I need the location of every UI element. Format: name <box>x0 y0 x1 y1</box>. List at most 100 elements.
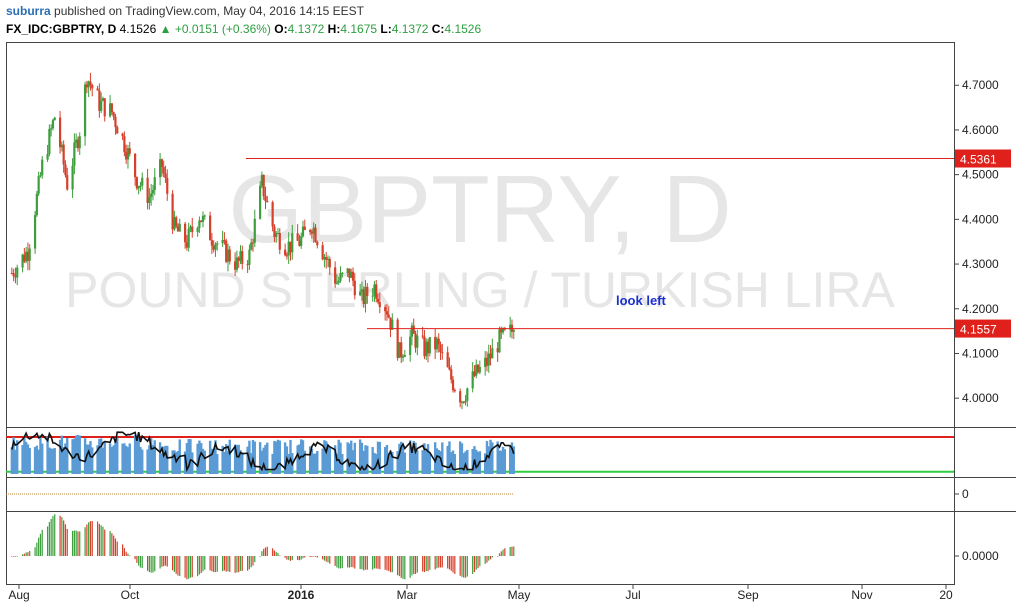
macd-bar <box>75 530 77 556</box>
macd-bar <box>339 556 342 569</box>
volume-bar <box>348 443 351 474</box>
volume-bar <box>428 452 432 474</box>
macd-bar <box>25 552 27 556</box>
macd-bar <box>125 551 127 556</box>
volume-bar <box>66 438 69 474</box>
candle <box>337 276 340 286</box>
volume-bar <box>264 444 267 474</box>
volume-bar <box>10 447 14 474</box>
macd-bar <box>150 556 152 573</box>
volume-bar <box>48 447 51 474</box>
candle <box>335 274 339 285</box>
volume-bar <box>233 444 237 474</box>
macd-bar <box>21 554 24 556</box>
macd-bar <box>329 556 331 564</box>
candle <box>473 365 476 378</box>
macd-bar <box>227 556 229 572</box>
candle <box>378 292 381 314</box>
volume-bar <box>24 441 28 474</box>
volume-bar <box>510 442 514 474</box>
candle <box>475 359 478 379</box>
macd-bar <box>102 526 104 556</box>
candle <box>137 185 140 195</box>
macd-bar <box>441 556 443 568</box>
candle <box>214 242 217 257</box>
volume-bar <box>158 442 162 474</box>
macd-bar <box>77 531 79 556</box>
volume-bar <box>321 448 324 474</box>
volume-bar <box>237 444 240 474</box>
macd-bar <box>186 556 188 580</box>
volume-bar <box>373 452 376 474</box>
macd-bar <box>350 556 352 568</box>
volume-bar <box>246 446 249 474</box>
macd-bar <box>100 525 102 556</box>
volume-bar <box>23 435 26 474</box>
macd-bar <box>113 535 115 556</box>
candle <box>384 304 387 321</box>
macd-bar <box>284 556 286 558</box>
ohlc-legend: FX_IDC:GBPTRY, D 4.1526 ▲ +0.0151 (+0.36… <box>6 22 481 36</box>
candle <box>298 234 301 247</box>
macd-bar <box>91 521 93 556</box>
macd-bar <box>214 556 217 573</box>
volume-bar <box>162 446 165 474</box>
macd-bar <box>225 556 227 572</box>
volume-bar <box>491 442 494 474</box>
volume-bar <box>466 449 469 474</box>
volume-bar <box>489 439 492 474</box>
volume-bar <box>366 445 369 474</box>
macd-bar <box>272 548 274 556</box>
low-label: L: <box>380 22 392 36</box>
macd-bar <box>202 556 204 572</box>
volume-bar <box>128 443 131 474</box>
volume-bar <box>496 441 499 474</box>
macd-bar <box>491 556 493 558</box>
candle <box>39 172 42 178</box>
volume-bar <box>241 452 244 474</box>
macd-bar <box>263 548 265 556</box>
macd-bar <box>223 556 226 571</box>
time-tick-label: Nov <box>851 588 872 602</box>
volume-bar <box>148 445 151 474</box>
volume-bar <box>364 445 367 474</box>
volume-bar <box>235 444 239 474</box>
macd-bar <box>134 556 136 560</box>
price-axis[interactable]: 4.7000 4.6000 4.5000 4.4000 4.3000 4.2000 4.10… <box>954 78 999 405</box>
candle <box>414 330 417 353</box>
macd-bar <box>322 556 324 560</box>
volume-bar <box>421 450 424 474</box>
macd-bar <box>414 556 417 574</box>
publisher-name[interactable]: suburra <box>6 4 51 18</box>
volume-bar <box>223 451 226 474</box>
macd-bar <box>154 556 156 572</box>
candle <box>248 244 251 270</box>
look-left-annotation[interactable]: look left <box>616 293 667 308</box>
macd-bar <box>273 550 276 556</box>
candle <box>150 183 153 206</box>
volume-bar <box>412 441 415 474</box>
candle <box>460 400 464 410</box>
candle <box>128 141 131 157</box>
macd-bar <box>23 553 25 556</box>
candle <box>450 365 453 384</box>
macd-histogram-pane: 0.0000 <box>11 514 999 580</box>
candle <box>176 223 180 232</box>
volume-bar <box>391 451 394 474</box>
candle <box>112 111 115 121</box>
price-tick-label: 4.4000 <box>962 212 999 226</box>
macd-bar <box>448 556 451 570</box>
macd-bar <box>191 556 193 578</box>
candle <box>389 317 392 338</box>
volume-bar <box>451 450 455 474</box>
volume-bar <box>239 450 242 474</box>
volume-bar <box>312 453 315 474</box>
publish-info: suburra published on TradingView.com, Ma… <box>6 4 364 18</box>
macd-bar <box>27 552 29 556</box>
volume-bar <box>173 450 176 474</box>
volume-bar <box>476 451 480 474</box>
time-axis[interactable]: Aug Oct 2016 Mar May Jul Sep Nov 20 <box>8 585 953 602</box>
volume-bar <box>89 441 92 474</box>
macd-bar <box>314 556 317 557</box>
